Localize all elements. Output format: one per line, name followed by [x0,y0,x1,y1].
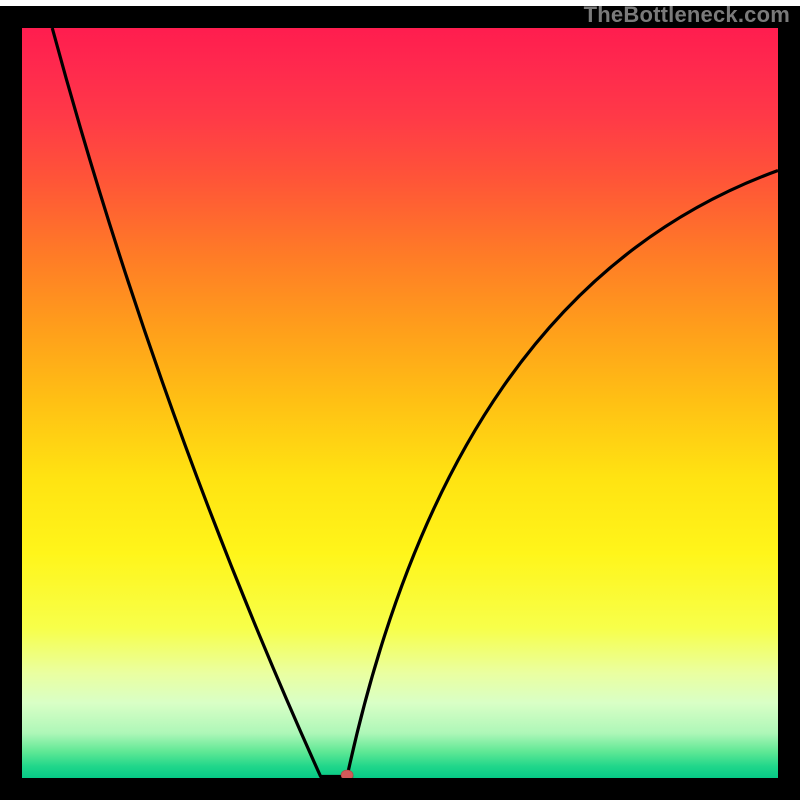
plot-background [22,28,778,778]
chart-container: TheBottleneck.com [0,0,800,800]
bottleneck-chart [0,0,800,800]
plot-area [22,28,778,781]
watermark-text: TheBottleneck.com [584,2,790,28]
